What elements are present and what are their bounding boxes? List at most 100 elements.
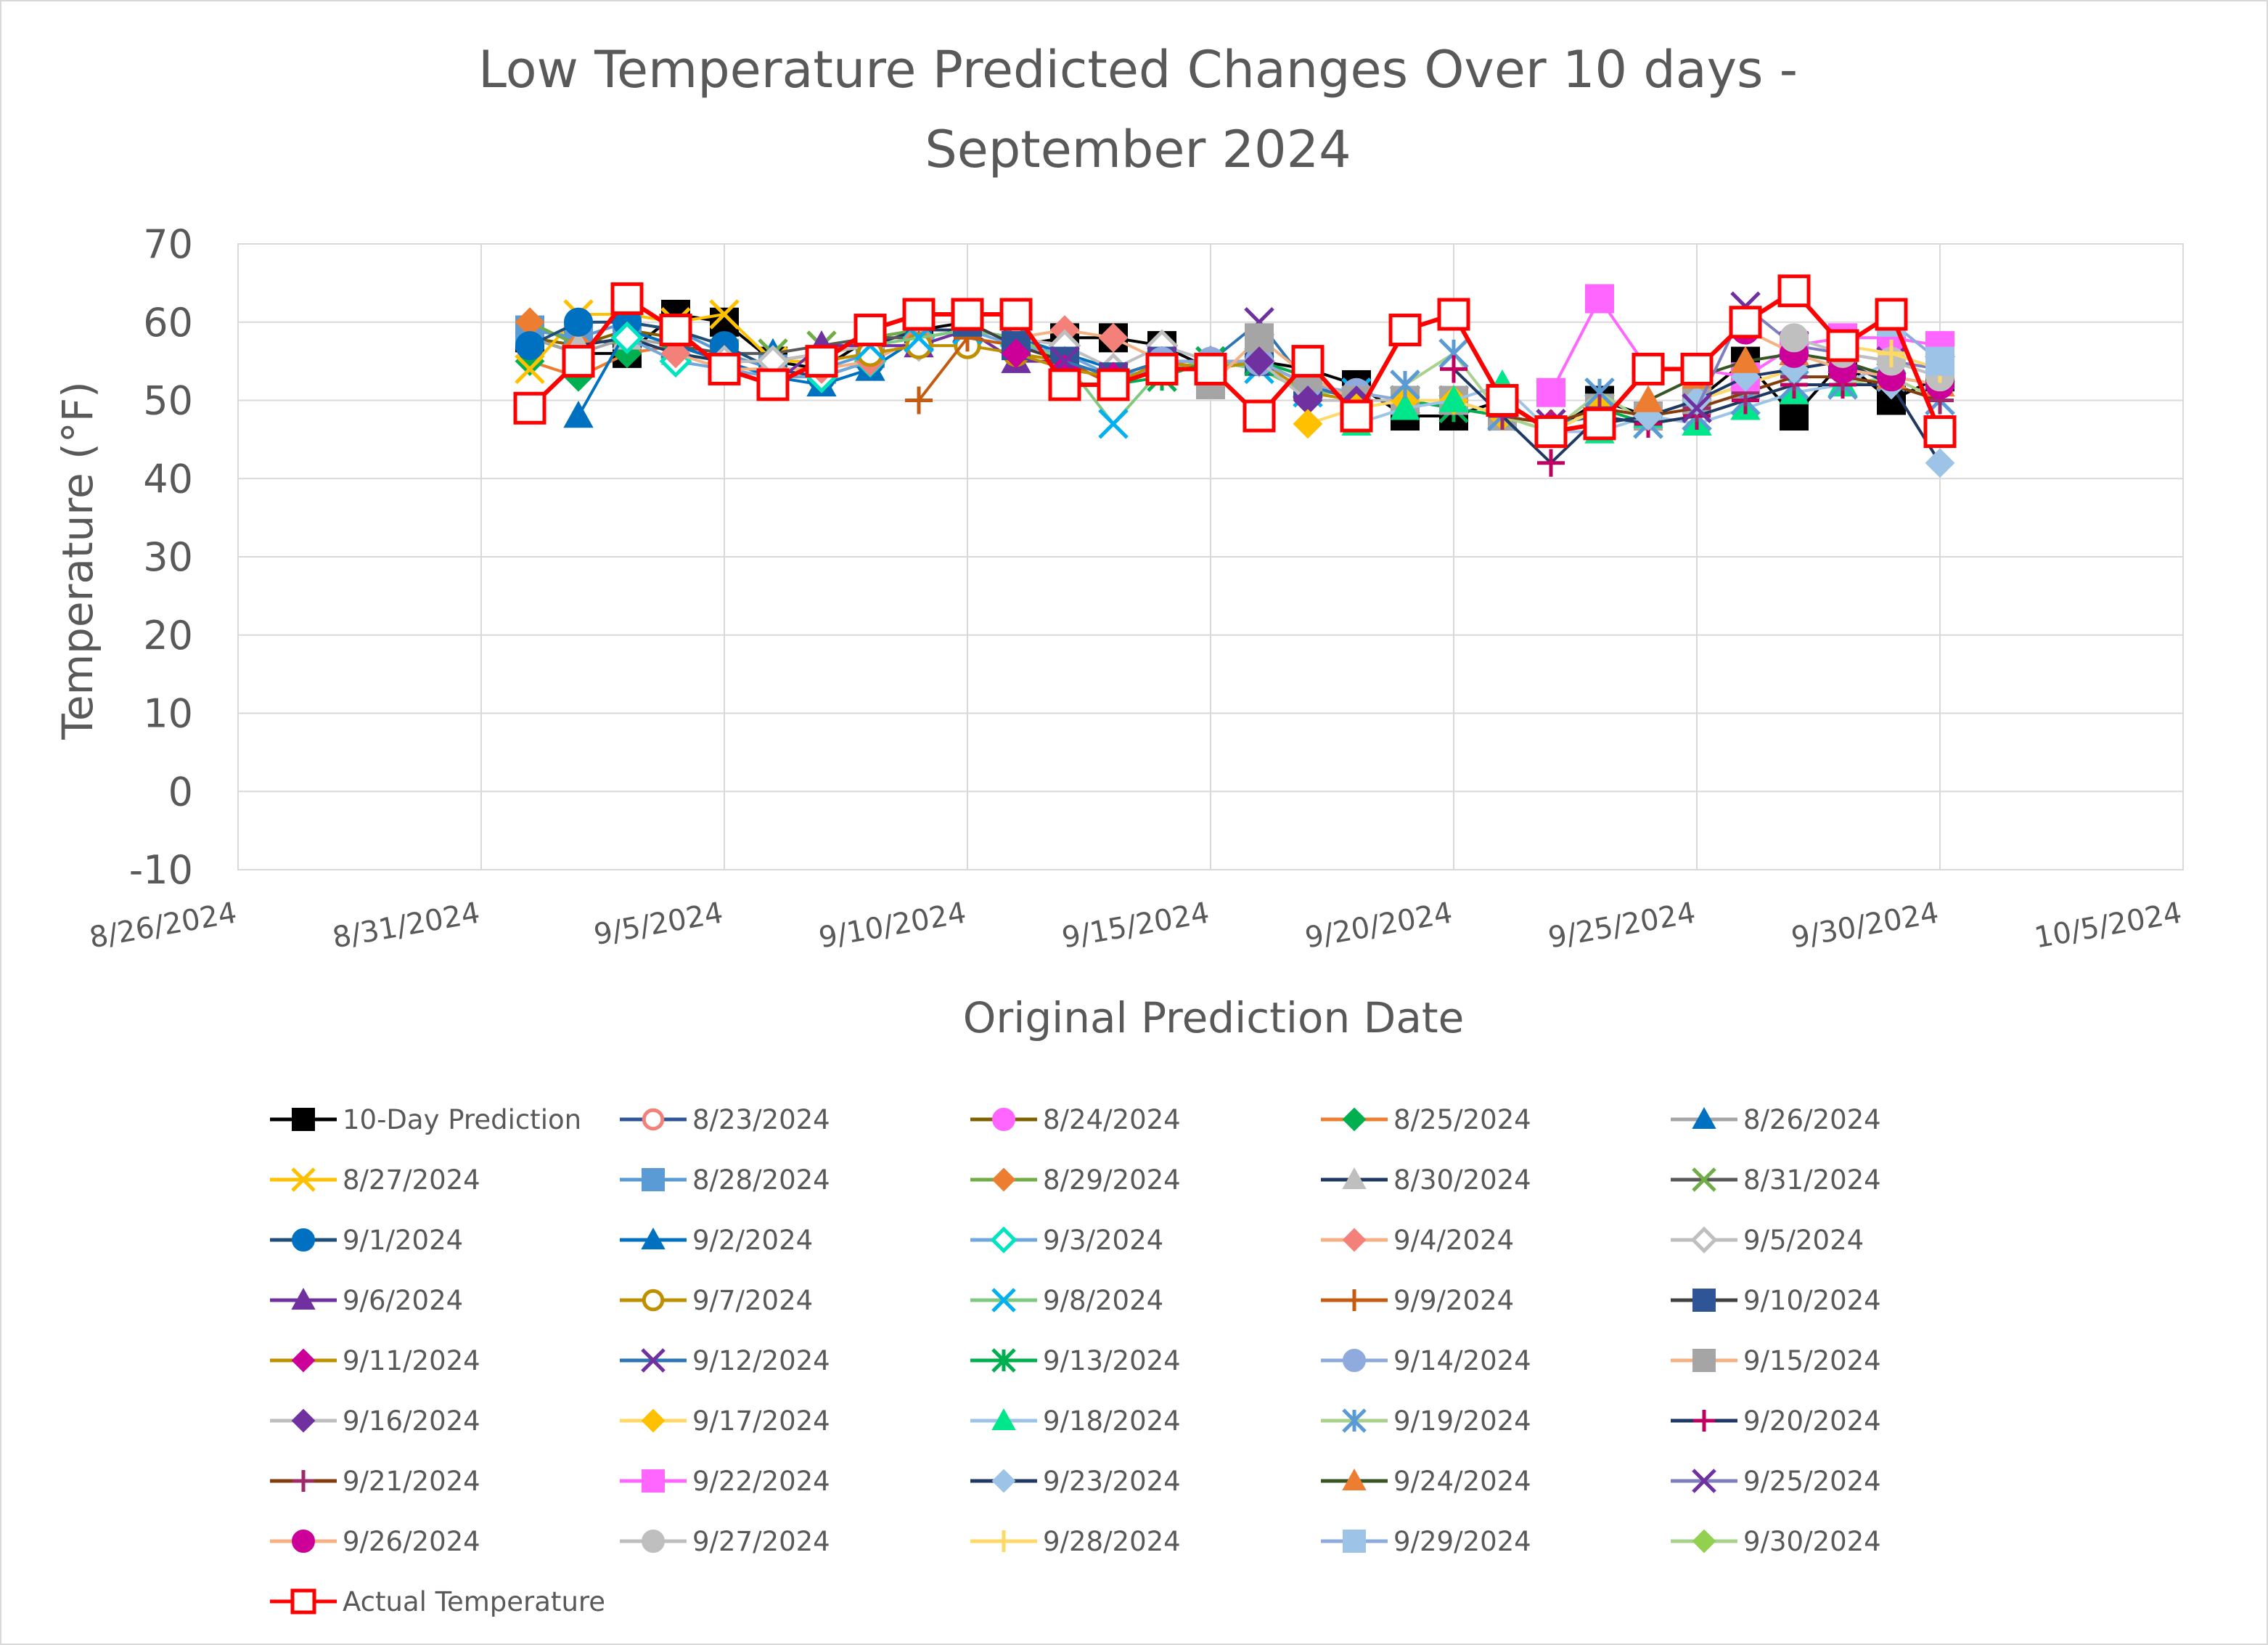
legend-entry-9-20-2024: 9/20/2024	[1671, 1405, 1881, 1437]
legend-marker	[642, 1530, 665, 1553]
legend-marker	[991, 1348, 1016, 1373]
legend-marker	[1692, 1469, 1716, 1493]
legend-entry-8-26-2024: 8/26/2024	[1671, 1104, 1881, 1135]
data-point	[1729, 306, 1762, 339]
legend-marker	[1343, 1349, 1366, 1372]
legend-marker	[1343, 1530, 1366, 1553]
x-tick-label: 8/31/2024	[330, 897, 483, 955]
chart-title-line-1: Low Temperature Predicted Changes Over 1…	[478, 40, 1798, 99]
legend-entry-actual-temperature: Actual Temperature	[270, 1586, 605, 1617]
legend-marker	[992, 1108, 1015, 1131]
data-point	[1390, 393, 1420, 420]
legend-label: 9/8/2024	[1043, 1285, 1163, 1316]
legend-marker	[1693, 1410, 1715, 1432]
legend-label: 10-Day Prediction	[343, 1104, 581, 1135]
legend-entry-9-3-2024: 9/3/2024	[970, 1225, 1163, 1256]
data-point	[1048, 368, 1081, 401]
legend-entry-8-24-2024: 8/24/2024	[970, 1104, 1181, 1135]
y-tick-label: 20	[143, 613, 193, 658]
legend-label: 9/28/2024	[1043, 1526, 1181, 1557]
x-tick-label: 10/5/2024	[2032, 897, 2185, 955]
legend-entry-9-28-2024: 9/28/2024	[970, 1526, 1181, 1557]
legend-entry-9-30-2024: 9/30/2024	[1671, 1526, 1881, 1557]
x-tick-label: 9/15/2024	[1060, 897, 1212, 955]
legend-marker	[1692, 1167, 1716, 1192]
legend-label: 9/11/2024	[343, 1345, 480, 1376]
legend-entry-9-21-2024: 9/21/2024	[270, 1466, 480, 1497]
data-point	[1730, 346, 1761, 373]
legend-entry-8-27-2024: 8/27/2024	[270, 1164, 480, 1196]
legend-label: 9/27/2024	[692, 1526, 830, 1557]
legend-entry-8-25-2024: 8/25/2024	[1321, 1104, 1531, 1135]
legend-entry-9-17-2024: 9/17/2024	[620, 1405, 830, 1437]
data-point	[1632, 352, 1665, 385]
legend-marker	[292, 1108, 315, 1131]
legend-marker	[991, 1288, 1016, 1313]
legend-marker	[991, 1469, 1016, 1493]
legend-marker	[641, 1408, 666, 1433]
data-point	[905, 386, 933, 415]
legend-label: 9/29/2024	[1393, 1526, 1531, 1557]
legend-label: 9/7/2024	[692, 1285, 813, 1316]
legend-label: 9/21/2024	[343, 1466, 480, 1497]
legend-entry-9-19-2024: 9/19/2024	[1321, 1405, 1531, 1437]
legend-marker	[642, 1469, 665, 1493]
legend-marker	[641, 1227, 666, 1249]
legend-label: 9/13/2024	[1043, 1345, 1181, 1376]
legend-label: 9/26/2024	[343, 1526, 480, 1557]
data-point	[1243, 399, 1276, 433]
data-point	[513, 391, 546, 425]
data-point	[1585, 284, 1614, 314]
legend-marker	[1343, 1289, 1365, 1311]
series-actual-temperature	[513, 274, 1957, 449]
legend-entry-9-24-2024: 9/24/2024	[1321, 1466, 1531, 1497]
data-point	[1583, 407, 1616, 441]
data-point	[1875, 298, 1908, 331]
legend-entry-9-2-2024: 9/2/2024	[620, 1225, 813, 1256]
legend-marker	[1342, 1228, 1367, 1252]
data-point	[1780, 401, 1809, 431]
y-tick-label: 50	[143, 378, 193, 424]
x-tick-label: 9/10/2024	[816, 897, 969, 955]
legend-marker	[1692, 1289, 1716, 1312]
legend-label: 8/26/2024	[1743, 1104, 1881, 1135]
legend-label: 9/1/2024	[343, 1225, 463, 1256]
legend-label: 9/22/2024	[692, 1466, 830, 1497]
data-point	[1536, 377, 1565, 407]
legend-entry-9-10-2024: 9/10/2024	[1671, 1285, 1881, 1316]
data-point	[756, 368, 790, 401]
y-tick-label: 60	[143, 300, 193, 346]
legend-marker	[292, 1470, 314, 1492]
legend-entry-9-29-2024: 9/29/2024	[1321, 1526, 1531, 1557]
legend-label: 9/14/2024	[1393, 1345, 1531, 1376]
data-point	[1098, 409, 1129, 439]
legend-label: 9/19/2024	[1393, 1405, 1531, 1437]
data-point	[1925, 448, 1955, 478]
legend-marker	[1342, 1107, 1367, 1132]
data-point	[610, 321, 644, 354]
data-point	[1291, 345, 1325, 378]
legend-label: 9/3/2024	[1043, 1225, 1163, 1256]
legend-entry-9-27-2024: 9/27/2024	[620, 1526, 830, 1557]
legend-label: 8/29/2024	[1043, 1164, 1181, 1196]
data-point	[659, 314, 692, 347]
legend-entry-9-14-2024: 9/14/2024	[1321, 1345, 1531, 1376]
legend-entry-8-28-2024: 8/28/2024	[620, 1164, 830, 1196]
data-point	[1001, 338, 1031, 369]
legend-marker	[291, 1348, 316, 1373]
chart-title-line-2: September 2024	[925, 120, 1351, 179]
legend-marker	[991, 1167, 1016, 1192]
legend-entry-8-29-2024: 8/29/2024	[970, 1164, 1181, 1196]
y-tick-label: 70	[143, 221, 193, 267]
data-point	[1878, 339, 1905, 367]
legend-label: 9/10/2024	[1743, 1285, 1881, 1316]
legend-marker	[1342, 1408, 1367, 1433]
legend-entry-9-6-2024: 9/6/2024	[270, 1285, 463, 1316]
legend-label: 9/17/2024	[692, 1405, 830, 1437]
legend-label: 9/25/2024	[1743, 1466, 1881, 1497]
legend-entry-9-7-2024: 9/7/2024	[620, 1285, 813, 1316]
legend-label: 9/6/2024	[343, 1285, 463, 1316]
legend-label: 8/30/2024	[1393, 1164, 1531, 1196]
legend-entry-8-23-2024: 8/23/2024	[620, 1104, 830, 1135]
